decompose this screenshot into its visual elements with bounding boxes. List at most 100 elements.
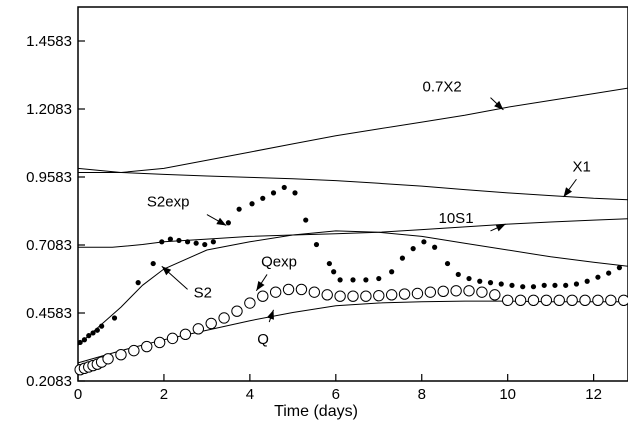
x-tick-label: 4 <box>246 386 254 403</box>
data-point-s2exp <box>135 280 141 286</box>
y-tick-label: 0.4583 <box>26 305 72 322</box>
data-point-s2exp <box>573 281 580 287</box>
annotation-label-x1: X1 <box>572 158 590 175</box>
data-point-qexp <box>218 312 230 324</box>
data-point-s2exp <box>350 277 356 283</box>
data-point-s2exp <box>202 241 208 248</box>
data-point-qexp <box>128 344 140 357</box>
series-line-q <box>77 300 628 364</box>
data-point-qexp <box>295 283 308 296</box>
y-tick-label: 1.2083 <box>26 101 72 118</box>
data-point-s2exp <box>432 244 438 250</box>
y-tick-label: 0.2083 <box>26 373 72 390</box>
data-point-s2exp <box>337 277 343 283</box>
data-point-qexp <box>282 283 295 296</box>
annotation-arrowhead <box>161 266 172 276</box>
data-point-s2exp <box>520 284 526 290</box>
data-point-s2exp <box>86 333 92 339</box>
data-point-qexp <box>347 290 359 302</box>
annotation-label-qexp: Qexp <box>261 253 297 270</box>
data-point-s2exp <box>249 201 255 207</box>
data-point-qexp <box>566 294 578 306</box>
data-point-s2exp <box>563 282 569 288</box>
data-point-s2exp <box>210 239 216 245</box>
data-point-qexp <box>244 297 256 309</box>
data-point-qexp <box>385 289 398 301</box>
data-point-s2exp <box>281 184 287 191</box>
annotation-label-10s1: 10S1 <box>439 210 474 227</box>
y-tick-label: 1.4583 <box>26 33 72 50</box>
data-point-qexp <box>153 336 166 349</box>
data-point-qexp <box>205 317 217 330</box>
data-point-s2exp <box>184 239 191 245</box>
data-point-qexp <box>257 290 269 302</box>
data-point-qexp <box>618 294 628 306</box>
annotation-arrowhead <box>216 217 227 226</box>
data-point-qexp <box>540 294 553 306</box>
annotation-label-s2: S2 <box>194 284 212 301</box>
x-tick-label: 8 <box>418 386 426 403</box>
data-point-s2exp <box>616 265 623 271</box>
data-point-qexp <box>373 289 385 302</box>
data-point-qexp <box>360 290 372 302</box>
annotation-label-s2exp: S2exp <box>147 194 190 211</box>
series-markers <box>74 184 628 376</box>
data-point-qexp <box>141 340 153 353</box>
data-point-qexp <box>463 285 475 297</box>
y-tick-label: 0.9583 <box>26 169 72 186</box>
data-point-s2exp <box>111 315 118 321</box>
data-point-s2exp <box>363 277 369 283</box>
data-point-qexp <box>450 285 462 297</box>
data-point-s2exp <box>260 195 266 201</box>
data-point-qexp <box>605 294 617 306</box>
annotation-arrowhead <box>495 224 506 232</box>
data-point-s2exp <box>584 278 590 284</box>
data-point-s2exp <box>541 282 547 288</box>
x-tick-label: 6 <box>332 386 340 403</box>
data-point-s2exp <box>236 206 242 212</box>
data-point-s2exp <box>270 190 277 196</box>
data-point-s2exp <box>313 241 320 248</box>
data-point-qexp <box>166 332 179 345</box>
data-point-s2exp <box>389 269 395 275</box>
data-point-s2exp <box>303 217 309 223</box>
data-point-s2exp <box>292 190 298 196</box>
y-tick-label: 0.7083 <box>26 237 72 254</box>
data-point-s2exp <box>225 220 231 226</box>
data-point-s2exp <box>376 275 382 282</box>
data-point-s2exp <box>159 239 165 245</box>
data-point-s2exp <box>176 237 182 244</box>
data-point-qexp <box>411 287 424 300</box>
data-point-s2exp <box>399 255 406 261</box>
data-point-s2exp <box>410 246 416 252</box>
x-tick-label: 0 <box>74 386 82 403</box>
series-lines <box>77 87 628 364</box>
data-point-s2exp <box>150 260 156 267</box>
data-point-s2exp <box>498 281 504 287</box>
data-point-qexp <box>321 289 333 301</box>
data-point-qexp <box>489 289 501 301</box>
series-annotations: 0.7X2 X1 10S1 S2exp S2 Qexp Q <box>147 79 591 348</box>
y-axis: 0.2083 0.4583 0.7083 0.9583 1.2083 1.4583 <box>26 33 85 390</box>
data-point-s2exp <box>552 282 558 288</box>
x-axis-title: Time (days) <box>274 403 358 420</box>
x-axis: 0 2 4 6 8 10 12 <box>74 374 602 403</box>
x-tick-label: 2 <box>160 386 168 403</box>
annotation-label-q: Q <box>257 331 269 348</box>
data-point-s2exp <box>606 270 612 276</box>
data-point-s2exp <box>81 337 88 343</box>
data-point-s2exp <box>444 260 451 267</box>
data-point-s2exp <box>331 269 337 275</box>
data-point-qexp <box>514 294 527 306</box>
data-point-qexp <box>334 290 346 302</box>
data-point-s2exp <box>326 260 332 267</box>
annotation-label-0-7x2: 0.7X2 <box>423 79 462 96</box>
data-point-qexp <box>192 323 205 335</box>
data-point-s2exp <box>94 327 100 333</box>
x-tick-label: 10 <box>499 386 516 403</box>
data-point-qexp <box>115 348 127 361</box>
data-point-qexp <box>102 353 114 365</box>
data-point-qexp <box>592 294 604 306</box>
data-point-s2exp <box>530 284 537 290</box>
